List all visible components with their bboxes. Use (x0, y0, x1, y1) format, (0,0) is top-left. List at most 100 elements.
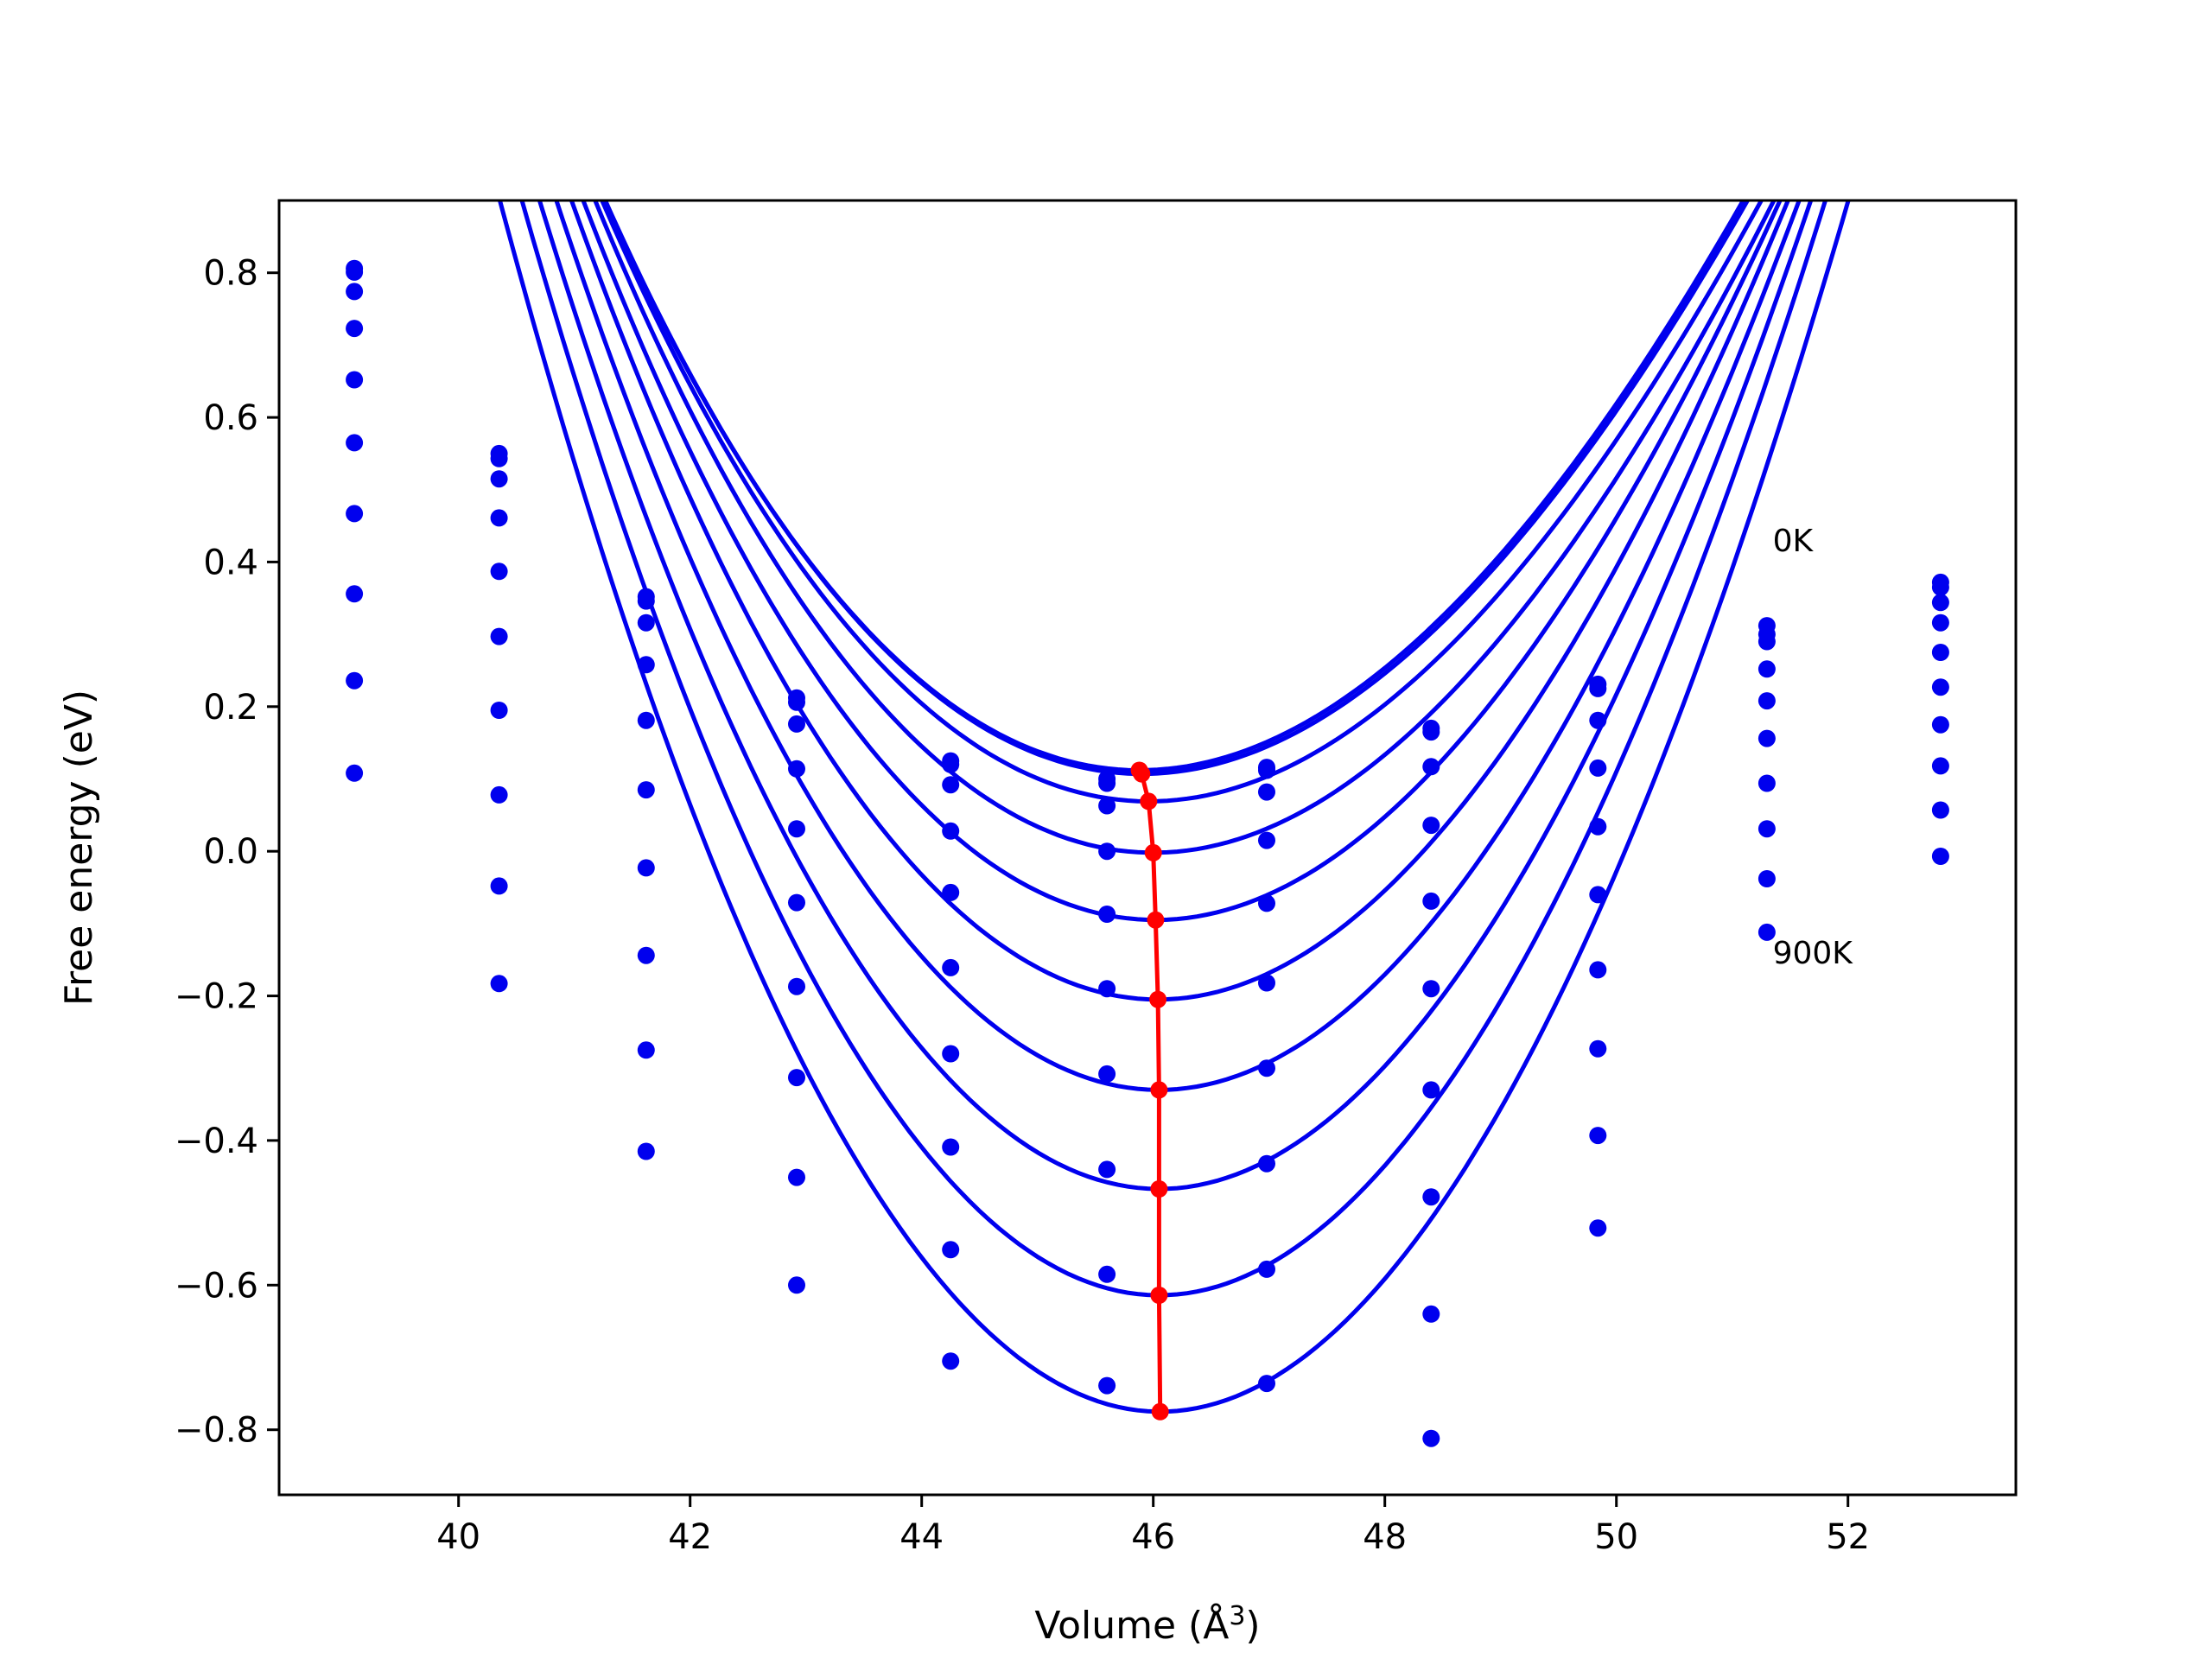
data-point-1-5 (1098, 770, 1116, 788)
data-point-9-7 (1422, 1429, 1440, 1447)
data-point-1-7 (1422, 723, 1440, 741)
data-point-7-8 (1589, 1039, 1607, 1058)
data-point-9-9 (1758, 923, 1776, 941)
data-point-1-0 (346, 263, 364, 281)
data-point-6-0 (346, 505, 364, 523)
data-point-2-3 (788, 715, 805, 733)
data-point-8-7 (1422, 1305, 1440, 1323)
data-point-9-6 (1258, 1375, 1275, 1393)
data-point-2-0 (346, 283, 364, 301)
data-point-9-3 (788, 1276, 805, 1294)
data-point-3-5 (1098, 842, 1116, 861)
data-point-2-2 (637, 613, 655, 632)
data-point-4-6 (1258, 894, 1275, 912)
data-point-2-5 (1098, 797, 1116, 815)
x-axis-label-text: Volume (Å (1034, 1602, 1229, 1648)
data-point-2-8 (1589, 711, 1607, 729)
data-point-6-5 (1098, 1065, 1116, 1083)
data-point-7-2 (637, 946, 655, 964)
data-point-7-4 (942, 1138, 960, 1156)
data-point-7-5 (1098, 1160, 1116, 1179)
data-point-1-2 (637, 592, 655, 610)
y-tick-label-8: −0.8 (175, 1411, 258, 1451)
data-point-5-8 (1589, 886, 1607, 904)
data-point-3-0 (346, 320, 364, 338)
data-point-3-10 (1931, 613, 1949, 632)
data-point-8-8 (1589, 1127, 1607, 1145)
data-point-9-0 (346, 764, 364, 782)
data-point-1-1 (490, 449, 508, 467)
annotation-1: 900K (1773, 936, 1854, 971)
data-point-4-7 (1422, 892, 1440, 910)
annotation-0: 0K (1773, 524, 1815, 559)
minimum-point-8 (1150, 1287, 1168, 1304)
data-point-7-7 (1422, 1188, 1440, 1206)
minimum-point-3 (1144, 843, 1162, 861)
data-point-4-3 (788, 820, 805, 838)
data-point-6-7 (1422, 1081, 1440, 1099)
x-tick-label-52: 52 (1826, 1517, 1870, 1557)
y-tick-label-2: 0.4 (203, 543, 258, 582)
y-tick-label-5: −0.2 (175, 977, 258, 1017)
fit-curve-5 (569, 200, 1791, 1002)
minimum-point-1 (1133, 765, 1151, 783)
data-point-8-3 (788, 1168, 805, 1186)
data-point-2-10 (1931, 594, 1949, 612)
data-point-4-8 (1589, 817, 1607, 836)
data-point-1-10 (1931, 578, 1949, 596)
data-point-9-4 (942, 1352, 960, 1370)
fit-curve-8 (519, 200, 1828, 1298)
data-point-4-10 (1931, 644, 1949, 661)
data-point-4-9 (1758, 692, 1776, 710)
data-point-3-1 (490, 509, 508, 527)
data-point-1-6 (1258, 761, 1275, 779)
data-point-2-1 (490, 470, 508, 488)
annotations: 0K 900K (1773, 524, 1854, 971)
data-point-6-4 (942, 1045, 960, 1063)
plot-area (346, 200, 1949, 1447)
data-point-6-10 (1931, 715, 1949, 734)
data-point-8-5 (1098, 1265, 1116, 1283)
data-point-7-1 (490, 785, 508, 804)
data-point-9-2 (637, 1142, 655, 1160)
data-point-2-7 (1422, 758, 1440, 776)
data-point-4-0 (346, 371, 364, 389)
y-tick-label-4: 0.0 (203, 832, 258, 872)
data-point-2-9 (1758, 632, 1776, 651)
data-point-4-2 (637, 711, 655, 729)
data-point-4-1 (490, 563, 508, 581)
data-point-7-9 (1758, 820, 1776, 838)
data-point-7-0 (346, 585, 364, 603)
data-point-8-1 (490, 877, 508, 895)
y-axis-label: Free energy (eV) (57, 690, 101, 1006)
data-point-8-2 (637, 1041, 655, 1059)
plot-frame (277, 199, 2018, 1497)
data-point-1-4 (942, 755, 960, 773)
minimum-point-2 (1140, 792, 1158, 810)
data-point-8-0 (346, 671, 364, 690)
data-point-8-10 (1931, 801, 1949, 819)
data-point-3-9 (1758, 660, 1776, 678)
x-axis-label-superscript: 3 (1229, 1601, 1245, 1631)
data-point-9-5 (1098, 1376, 1116, 1395)
data-point-3-7 (1422, 817, 1440, 835)
data-point-6-8 (1589, 961, 1607, 979)
data-point-5-2 (637, 781, 655, 799)
data-point-5-3 (788, 893, 805, 912)
minimum-point-6 (1150, 1081, 1168, 1099)
minimum-point-7 (1150, 1180, 1168, 1198)
data-point-2-6 (1258, 783, 1275, 801)
y-tick-label-0: 0.8 (203, 254, 258, 294)
data-point-9-1 (490, 975, 508, 993)
x-tick-label-50: 50 (1594, 1517, 1638, 1557)
data-point-9-8 (1589, 1219, 1607, 1237)
data-point-9-10 (1931, 848, 1949, 865)
data-point-5-5 (1098, 980, 1116, 998)
data-point-5-7 (1422, 980, 1440, 998)
data-point-7-10 (1931, 757, 1949, 775)
data-point-4-4 (942, 883, 960, 901)
data-point-5-9 (1758, 729, 1776, 747)
data-point-1-3 (788, 693, 805, 711)
